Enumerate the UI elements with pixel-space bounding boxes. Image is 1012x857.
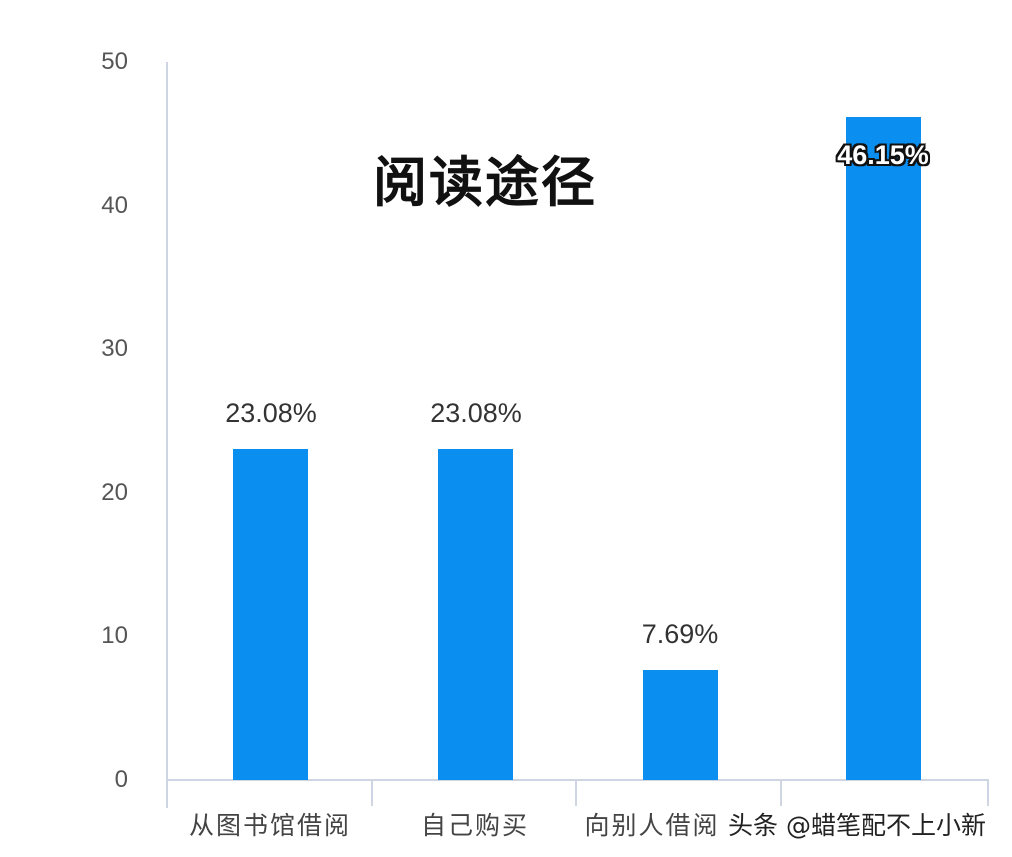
- category-label: 向别人借阅: [584, 811, 720, 840]
- data-label: 7.69%: [641, 619, 719, 649]
- category-separator: [371, 780, 373, 806]
- bar-online: [846, 117, 921, 780]
- bar-library: [233, 449, 308, 780]
- category-separator: [780, 780, 782, 806]
- y-tick-label: 10: [101, 622, 128, 649]
- category-separator: [575, 780, 577, 806]
- category-separator: [987, 780, 989, 806]
- category-label: 自己购买: [420, 811, 529, 840]
- chart-title: 阅读途径: [373, 151, 597, 214]
- y-tick-label: 40: [101, 192, 128, 219]
- category-label: 从图书馆借阅: [188, 811, 351, 840]
- x-axis-line: [166, 779, 989, 781]
- y-axis-line: [166, 62, 168, 808]
- y-tick-label: 30: [101, 335, 128, 362]
- data-label: 46.15%: [837, 140, 929, 170]
- y-tick-label: 0: [114, 766, 128, 793]
- y-tick-label: 20: [101, 479, 128, 506]
- bar-self-purchase: [438, 449, 513, 780]
- data-label: 23.08%: [225, 398, 317, 428]
- bar-borrow-others: [643, 670, 718, 780]
- data-label: 23.08%: [430, 398, 522, 428]
- watermark: 头条 @蜡笔配不上小新: [728, 806, 986, 842]
- y-tick-label: 50: [101, 48, 128, 75]
